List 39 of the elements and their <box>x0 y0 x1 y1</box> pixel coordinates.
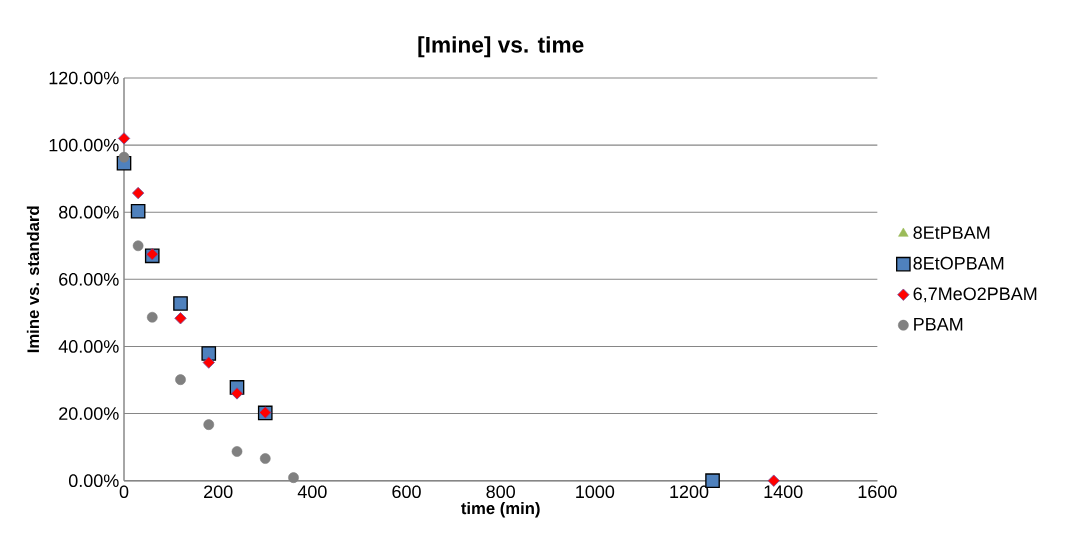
point <box>130 203 146 219</box>
point <box>174 312 187 325</box>
x-axis-title: time (min) <box>461 501 540 518</box>
chart-title: [Imine] vs. time <box>418 36 584 58</box>
legend-label: 6,7MeO2PBAM <box>913 287 1037 303</box>
y-tick-label: 60.00% <box>59 272 119 286</box>
point <box>201 346 217 361</box>
y-tick-label: 40.00% <box>58 340 119 353</box>
point <box>118 151 130 163</box>
point <box>202 356 215 369</box>
x-tick-label: 1600 <box>858 485 897 499</box>
y-tick-label: 80.00% <box>59 205 119 219</box>
point <box>259 453 271 464</box>
point <box>117 132 131 145</box>
x-tick-label: 1200 <box>670 485 709 499</box>
point <box>173 296 188 311</box>
x-tick-label: 1000 <box>576 485 615 499</box>
x-tick-label: 800 <box>486 485 515 499</box>
point <box>288 472 299 483</box>
point <box>132 240 144 252</box>
legend-label: 8EtPBAM <box>913 226 990 240</box>
x-tick-label: 400 <box>297 485 327 499</box>
y-axis-title: Imine vs. standard <box>26 206 40 353</box>
y-tick-label: 20.00% <box>59 407 119 420</box>
x-tick-label: 600 <box>392 485 421 499</box>
x-tick-label: 200 <box>204 485 233 499</box>
x-tick-label: 1400 <box>764 485 803 499</box>
y-tick-label: 0.00% <box>68 474 119 488</box>
point <box>203 419 215 430</box>
y-tick-label: 100.00% <box>49 138 119 152</box>
point <box>132 186 145 200</box>
legend-label: 8EtOPBAM <box>913 256 1004 270</box>
point <box>231 446 243 457</box>
x-tick-label: 0 <box>119 485 129 499</box>
y-tick-label: 120.00% <box>49 71 119 85</box>
point <box>230 387 244 400</box>
legend-label: PBAM <box>914 318 963 331</box>
point <box>175 374 186 385</box>
point <box>146 311 158 323</box>
